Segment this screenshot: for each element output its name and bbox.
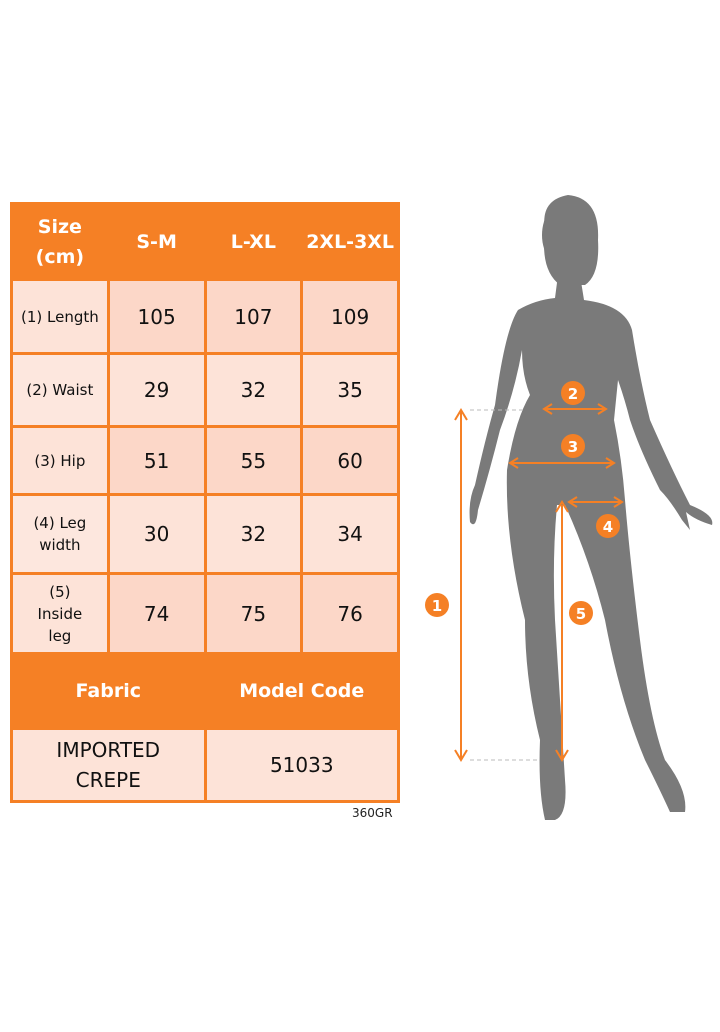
header-row: Size (cm) S-M L-XL 2XL-3XL: [10, 202, 400, 281]
fabric-header: Fabric: [10, 652, 207, 730]
cell: 29: [106, 352, 207, 428]
header-s-m: S-M: [106, 202, 207, 281]
cell: 32: [203, 352, 304, 428]
header-size: Size (cm): [10, 202, 110, 281]
cell: 51: [106, 425, 207, 496]
fabric-row: IMPORTED CREPE 51033: [10, 727, 400, 803]
row-label: (5) Inside leg: [10, 572, 110, 655]
cell: 30: [106, 493, 207, 575]
model-code-header: Model Code: [203, 652, 400, 730]
row-label: (2) Waist: [10, 352, 110, 428]
cell: 76: [300, 572, 400, 655]
cell: 109: [300, 278, 400, 355]
body-measurement-figure: 1 2 3 4 5: [425, 195, 713, 820]
header-l-xl: L-XL: [203, 202, 304, 281]
header-2xl-3xl: 2XL-3XL: [300, 202, 400, 281]
table-row: (5) Inside leg 74 75 76: [10, 572, 400, 655]
marker-5: 5: [576, 605, 586, 623]
size-table: Size (cm) S-M L-XL 2XL-3XL (1) Length 10…: [10, 202, 400, 803]
table-row: (4) Leg width 30 32 34: [10, 493, 400, 575]
marker-1: 1: [432, 597, 442, 615]
cell: 75: [203, 572, 304, 655]
marker-4: 4: [603, 518, 613, 536]
cell: 55: [203, 425, 304, 496]
cell: 60: [300, 425, 400, 496]
row-label: (1) Length: [10, 278, 110, 355]
table-row: (1) Length 105 107 109: [10, 278, 400, 355]
cell: 35: [300, 352, 400, 428]
marker-2: 2: [568, 385, 578, 403]
table-row: (3) Hip 51 55 60: [10, 425, 400, 496]
marker-3: 3: [568, 438, 578, 456]
weight-label: 360GR: [352, 806, 393, 820]
cell: 74: [106, 572, 207, 655]
table-row: (2) Waist 29 32 35: [10, 352, 400, 428]
row-label: (4) Leg width: [10, 493, 110, 575]
fabric-header-row: Fabric Model Code: [10, 652, 400, 730]
cell: 32: [203, 493, 304, 575]
cell: 105: [106, 278, 207, 355]
cell: 107: [203, 278, 304, 355]
measurement-arrows: [454, 403, 624, 762]
measurement-markers: 1 2 3 4 5: [425, 381, 620, 625]
row-label: (3) Hip: [10, 425, 110, 496]
fabric-value: IMPORTED CREPE: [10, 727, 207, 803]
silhouette: [469, 195, 713, 820]
cell: 34: [300, 493, 400, 575]
guide-lines: [470, 409, 540, 761]
model-code-value: 51033: [203, 727, 400, 803]
